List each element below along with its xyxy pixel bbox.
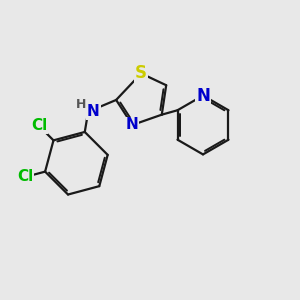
Text: N: N: [87, 104, 100, 119]
Text: S: S: [135, 64, 147, 82]
Text: H: H: [76, 98, 86, 111]
Text: N: N: [126, 118, 139, 133]
Text: N: N: [196, 86, 210, 104]
Text: Cl: Cl: [17, 169, 33, 184]
Text: Cl: Cl: [31, 118, 47, 133]
